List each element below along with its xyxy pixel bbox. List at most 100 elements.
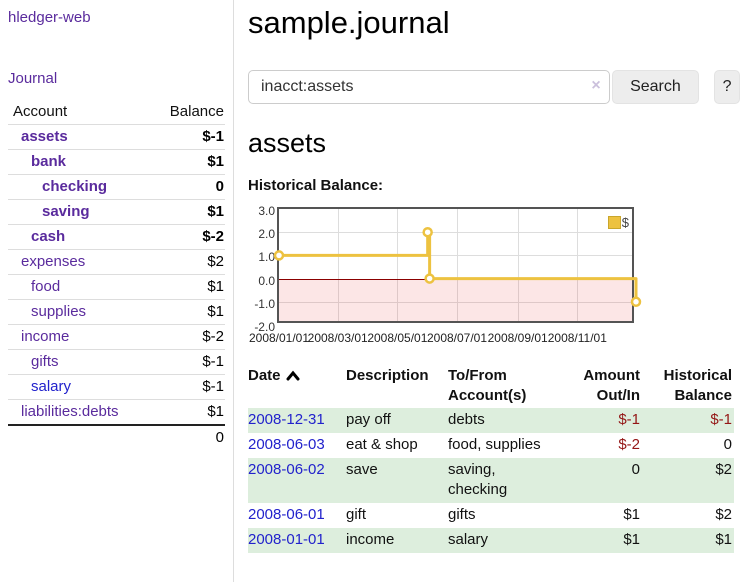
account-link-supplies[interactable]: supplies xyxy=(31,303,87,320)
sidebar-divider xyxy=(233,0,234,582)
accounts-cell: food, supplies xyxy=(448,436,541,453)
data-point-marker xyxy=(273,250,285,261)
balance-cell: $2 xyxy=(715,461,732,478)
y-tick-label: 2.0 xyxy=(258,227,275,242)
account-link-gifts[interactable]: gifts xyxy=(31,353,59,370)
gridline xyxy=(279,232,632,234)
x-tick-label: 2008/07/01 xyxy=(426,331,488,345)
clear-search-icon[interactable]: × xyxy=(591,77,601,94)
data-point-marker xyxy=(422,226,433,238)
transaction-date-link[interactable]: 2008-06-02 xyxy=(248,461,325,478)
register-header-date[interactable]: Date xyxy=(248,365,346,408)
search-box: × xyxy=(248,70,610,104)
account-name-cell: salary xyxy=(8,374,149,400)
main-content: sample.journal × Search ? assets Histori… xyxy=(248,0,740,553)
account-balance: $-1 xyxy=(148,349,225,375)
register-row: 2008-06-01 gift gifts $1 $2 xyxy=(248,503,734,528)
balance-cell: $-1 xyxy=(710,411,732,428)
amount-cell: $1 xyxy=(623,506,640,523)
account-link-saving[interactable]: saving xyxy=(42,203,90,220)
balance-cell: $1 xyxy=(715,531,732,548)
account-link-assets[interactable]: assets xyxy=(21,128,68,145)
chart-plot-area: 3.0 2.0 1.0 0.0 -1.0 -2.0 $ xyxy=(254,204,642,334)
account-name-cell: income xyxy=(8,324,149,350)
search-button[interactable]: Search xyxy=(611,70,700,104)
account-name-cell: checking xyxy=(8,174,149,200)
account-row: salary $-1 xyxy=(8,374,225,400)
balance-cell: $2 xyxy=(715,506,732,523)
account-balance: $1 xyxy=(148,274,225,300)
account-row: saving $1 xyxy=(8,199,225,225)
account-balance: 0 xyxy=(148,174,225,200)
gridline xyxy=(279,255,632,257)
app-title-link[interactable]: hledger-web xyxy=(8,9,91,26)
account-link-bank[interactable]: bank xyxy=(31,153,67,170)
account-name-cell: assets xyxy=(8,124,149,150)
page-title: sample.journal xyxy=(248,5,450,40)
account-balance: $1 xyxy=(148,199,225,225)
account-row: bank $1 xyxy=(8,149,225,175)
transaction-date-link[interactable]: 2008-01-01 xyxy=(248,531,325,548)
x-tick-label: 2008/03/01 xyxy=(307,331,368,345)
help-button[interactable]: ? xyxy=(714,70,740,104)
transaction-date-link[interactable]: 2008-12-31 xyxy=(248,411,325,428)
x-tick-label: 2008/11/01 xyxy=(547,331,607,345)
account-link-cash[interactable]: cash xyxy=(31,228,66,245)
legend-label: $ xyxy=(621,215,629,230)
register-header-amount: Amount Out/In xyxy=(583,367,640,404)
search-form: × Search ? xyxy=(248,70,740,104)
register-row: 2008-12-31 pay off debts $-1 $-1 xyxy=(248,408,734,433)
total-spacer xyxy=(8,424,149,450)
amount-cell: $-2 xyxy=(618,436,640,453)
gridline xyxy=(457,209,458,321)
account-link-income[interactable]: income xyxy=(21,328,70,345)
account-balance: $1 xyxy=(148,149,225,175)
account-link-liabilities-debts[interactable]: liabilities:debts xyxy=(21,403,119,420)
historical-balance-chart: 3.0 2.0 1.0 0.0 -1.0 -2.0 $ 2008/01/01 2008/03… xyxy=(248,204,740,349)
account-link-food[interactable]: food xyxy=(31,278,61,295)
description-cell: eat & shop xyxy=(346,436,418,453)
account-row: supplies $1 xyxy=(8,299,225,325)
x-tick-label: 2008/05/01 xyxy=(367,331,428,345)
register-row: 2008-06-03 eat & shop food, supplies $-2 0 xyxy=(248,433,734,458)
balance-cell: 0 xyxy=(723,436,732,453)
accounts-header-account: Account xyxy=(8,101,149,125)
register-header-balance: Historical Balance xyxy=(663,367,732,404)
transaction-date-link[interactable]: 2008-06-03 xyxy=(248,436,325,453)
x-tick-label: 2008/09/01 xyxy=(487,331,548,345)
account-balance: $-2 xyxy=(148,324,225,350)
accounts-total-value: 0 xyxy=(148,424,225,450)
register-row: 2008-06-02 save saving, checking 0 $2 xyxy=(248,458,734,503)
search-input[interactable] xyxy=(248,70,610,104)
negative-region xyxy=(279,278,632,321)
description-cell: pay off xyxy=(346,411,391,428)
account-balance: $2 xyxy=(148,249,225,275)
account-name-cell: supplies xyxy=(8,299,149,325)
account-heading: assets xyxy=(248,128,327,158)
data-point-marker xyxy=(630,296,642,308)
account-balance: $1 xyxy=(148,299,225,325)
date-cell: 2008-06-01 xyxy=(248,503,346,528)
account-balance: $-2 xyxy=(148,224,225,250)
transaction-date-link[interactable]: 2008-06-01 xyxy=(248,506,325,523)
account-name-cell: liabilities:debts xyxy=(8,399,149,425)
chart-title: Historical Balance: xyxy=(248,177,384,194)
account-link-expenses[interactable]: expenses xyxy=(21,253,86,270)
legend-swatch xyxy=(607,216,621,229)
x-tick-label: 2008/01/01 xyxy=(248,331,310,345)
account-row: assets $-1 xyxy=(8,124,225,150)
account-balance: $1 xyxy=(148,399,225,425)
description-cell: save xyxy=(346,461,378,478)
gridline xyxy=(517,209,519,321)
sidebar-item-journal[interactable]: Journal xyxy=(8,70,58,87)
register-row: 2008-01-01 income salary $1 $1 xyxy=(248,528,734,553)
data-point-marker xyxy=(424,273,435,284)
account-balance: $-1 xyxy=(148,374,225,400)
accounts-table: Account Balance assets $-1 bank $1 checking 0… xyxy=(8,101,225,450)
gridline xyxy=(279,301,632,303)
date-cell: 2008-06-02 xyxy=(248,458,346,503)
account-link-checking[interactable]: checking xyxy=(42,178,108,195)
account-link-salary[interactable]: salary xyxy=(31,378,72,395)
date-cell: 2008-06-03 xyxy=(248,433,346,458)
account-name-cell: cash xyxy=(8,224,149,250)
